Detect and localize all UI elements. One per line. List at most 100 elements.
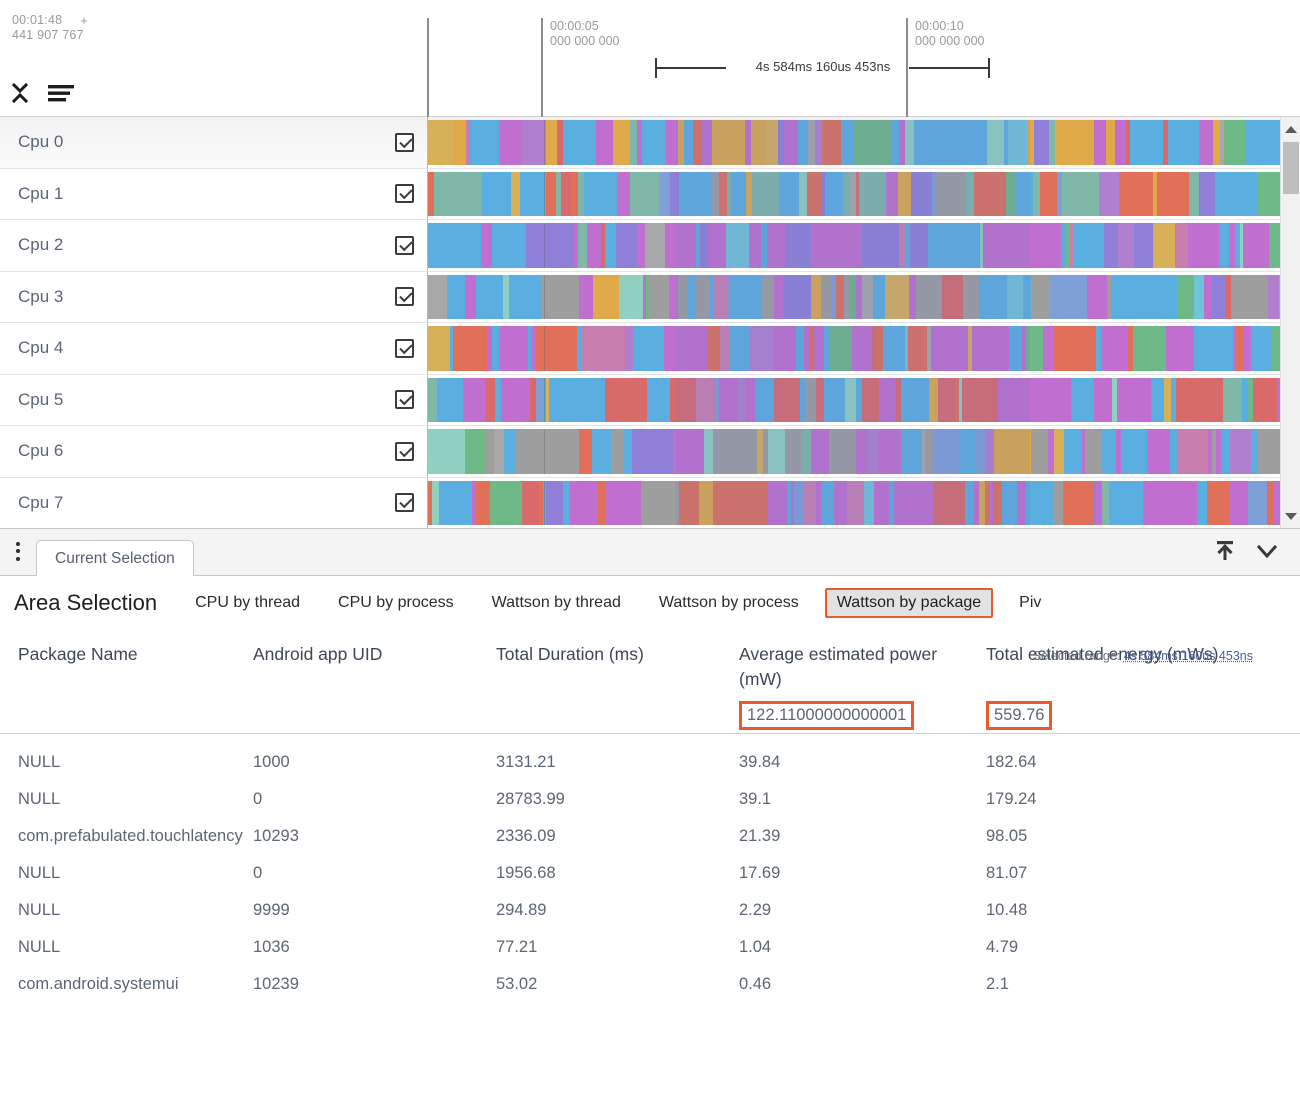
track-scrollbar[interactable] [1280,117,1300,528]
track-shell[interactable]: Cpu 2 [0,220,428,271]
scroll-thumb[interactable] [1283,142,1299,194]
cell-spacer [1253,929,1300,966]
track-row[interactable]: Cpu 6 [0,426,1300,478]
track-checkbox[interactable] [395,184,414,204]
cell-total-duration: 294.89 [496,900,547,919]
track-checkbox[interactable] [395,390,414,410]
column-header-average-estimated-power[interactable]: Average estimated power (mW) [739,644,938,689]
cell-package-name: com.prefabulated.touchlatency [18,826,243,845]
cell-package-name: NULL [18,900,61,919]
kebab-menu-icon[interactable] [0,527,36,575]
track-slices[interactable] [428,326,1300,371]
track-shell[interactable]: Cpu 7 [0,477,428,528]
cell-android-app-uid: 0 [253,789,263,808]
cell-android-app-uid: 10293 [253,826,299,845]
selected-range-value[interactable]: 4s 584ms 160us 453ns [1123,649,1253,663]
scroll-up-arrow[interactable] [1281,119,1300,139]
table-row[interactable]: com.android.systemui 10239 53.02 0.46 2.1 [0,966,1300,1003]
cell-android-app-uid: 0 [253,863,263,882]
details-panel: Area Selection CPU by thread CPU by proce… [0,576,1300,1104]
track-row[interactable]: Cpu 5 [0,374,1300,426]
cell-android-app-uid: 9999 [253,900,290,919]
timeline-guide-line-1 [427,18,429,117]
track-slices[interactable] [428,223,1300,268]
totals-average-estimated-power: 122.11000000000001 [739,698,986,734]
track-shell[interactable]: Cpu 6 [0,426,428,477]
selection-duration-marker: 4s 584ms 160us 453ns [655,58,990,82]
tab-piv[interactable]: Piv [1019,594,1042,611]
track-checkbox[interactable] [395,235,414,255]
expand-panel-icon[interactable] [1212,538,1238,569]
tab-current-selection[interactable]: Current Selection [36,540,194,576]
track-row[interactable]: Cpu 2 [0,220,1300,272]
scroll-down-arrow[interactable] [1281,506,1300,526]
track-checkbox[interactable] [395,132,414,152]
track-row[interactable]: Cpu 0 [0,117,1300,169]
track-row[interactable]: Cpu 7 [0,477,1300,528]
cell-total-estimated-energy: 179.24 [986,789,1037,808]
cell-package-name: NULL [18,863,61,882]
cell-average-estimated-power: 39.1 [739,789,772,808]
track-slices[interactable] [428,274,1300,319]
tab-cpu-by-process[interactable]: CPU by process [338,594,454,611]
track-row[interactable]: Cpu 4 [0,323,1300,375]
table-spacer-row [0,734,1300,744]
track-row[interactable]: Cpu 1 [0,168,1300,220]
cell-total-duration: 77.21 [496,937,538,956]
track-slices[interactable] [428,429,1300,474]
table-row[interactable]: NULL 1000 3131.21 39.84 182.64 [0,744,1300,781]
track-checkbox[interactable] [395,287,414,307]
track-filter-icon[interactable] [46,81,76,110]
timeline-tick-2: 00:00:10 000 000 000 [915,19,985,48]
track-checkbox[interactable] [395,493,414,513]
tab-cpu-by-thread[interactable]: CPU by thread [195,594,301,611]
track-title: Cpu 7 [18,492,64,512]
cell-total-estimated-energy: 98.05 [986,826,1028,845]
current-timestamp: 00:01:48 + 441 907 767 [12,13,88,43]
column-header-android-app-uid[interactable]: Android app UID [253,644,383,664]
track-shell[interactable]: Cpu 0 [0,117,428,168]
timestamp-plus-icon[interactable]: + [80,13,89,28]
track-slices[interactable] [428,377,1300,422]
track-slices[interactable] [428,120,1300,165]
collapse-all-icon[interactable] [11,80,32,111]
table-row[interactable]: NULL 0 1956.68 17.69 81.07 [0,855,1300,892]
table-row[interactable]: NULL 0 28783.99 39.1 179.24 [0,781,1300,818]
track-title: Cpu 5 [18,389,64,409]
tab-wattson-by-package[interactable]: Wattson by package [824,588,994,618]
table-row[interactable]: NULL 9999 294.89 2.29 10.48 [0,892,1300,929]
chevron-down-icon[interactable] [1254,538,1280,569]
column-header-total-estimated-energy[interactable]: Total estimated energy (mWs) [986,644,1219,664]
cell-average-estimated-power: 39.84 [739,752,781,771]
track-shell[interactable]: Cpu 5 [0,374,428,425]
cell-total-estimated-energy: 182.64 [986,752,1037,771]
track-slices[interactable] [428,171,1300,216]
area-selection-toolbar: Area Selection CPU by thread CPU by proce… [0,576,1300,628]
track-row[interactable]: Cpu 3 [0,271,1300,323]
marker-right-bar [909,67,989,69]
cell-package-name: NULL [18,937,61,956]
table-row[interactable]: com.prefabulated.touchlatency 10293 2336.0… [0,818,1300,855]
column-header-package-name[interactable]: Package Name [18,644,138,664]
timestamp-line-2: 441 907 767 [12,28,84,42]
details-tab-strip: Current Selection [0,528,1300,576]
marker-right-cap [988,58,990,78]
track-slices[interactable] [428,480,1300,525]
marker-left-bar [656,67,726,69]
cell-total-estimated-energy: 4.79 [986,937,1019,956]
table-row[interactable]: NULL 1036 77.21 1.04 4.79 [0,929,1300,966]
tab-wattson-by-thread[interactable]: Wattson by thread [491,594,621,611]
track-checkbox[interactable] [395,338,414,358]
tab-wattson-by-process[interactable]: Wattson by process [658,594,799,611]
track-shell[interactable]: Cpu 1 [0,168,428,219]
timeline-guide-line-3 [906,18,908,117]
track-checkbox[interactable] [395,441,414,461]
cell-package-name: NULL [18,789,61,808]
timeline-header-left: 00:01:48 + 441 907 767 [0,0,428,117]
cell-spacer [1253,781,1300,818]
track-shell[interactable]: Cpu 4 [0,323,428,374]
marker-duration-label: 4s 584ms 160us 453ns [755,59,891,74]
track-shell[interactable]: Cpu 3 [0,271,428,322]
column-header-total-duration[interactable]: Total Duration (ms) [496,644,644,664]
selected-range-label: Selected range: [1032,649,1121,663]
